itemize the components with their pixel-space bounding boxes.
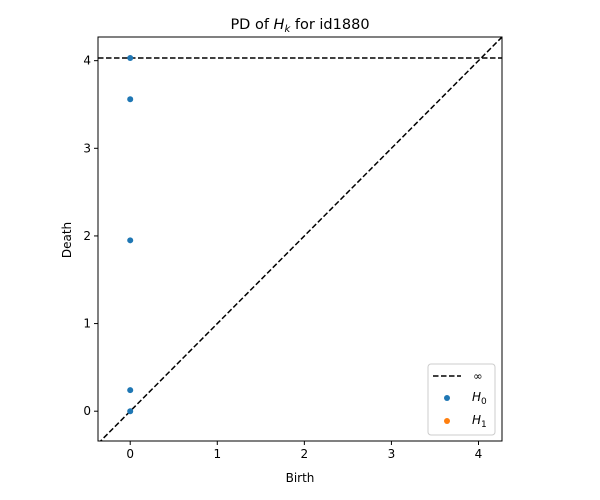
plot-marks [98,37,502,441]
legend-h1-marker [444,418,450,424]
y-axis-ticks: 0 1 2 3 4 [83,54,98,418]
title-suffix: for id1880 [290,17,369,33]
point-h0-3 [127,96,134,103]
y-tick-label: 4 [83,54,91,68]
x-tick-label: 1 [213,447,221,461]
point-h0-4 [127,55,134,62]
legend: ∞ H0 H1 [427,363,496,436]
legend-h0-var: H [472,390,481,404]
y-tick-label: 0 [83,404,91,418]
chart-title: PD of Hk for id1880 [230,17,369,35]
legend-h1-label: H1 [472,413,487,430]
x-tick-label: 3 [388,447,396,461]
title-prefix: PD of [230,17,273,33]
axes-frame [97,36,503,442]
legend-h1-sub: 1 [481,420,487,430]
x-tick-label: 2 [301,447,309,461]
x-tick-label: 0 [126,447,134,461]
legend-frame [427,363,496,436]
title-var: H [274,17,285,33]
x-tick-label: 4 [475,447,483,461]
legend-h0-marker [444,395,450,401]
x-axis-ticks: 0 1 2 3 4 [126,441,482,461]
y-tick-label: 2 [83,229,91,243]
legend-h0-sub: 0 [481,397,487,407]
plot-area [97,36,503,442]
y-tick-label: 3 [83,141,91,155]
legend-h1-var: H [472,413,481,427]
legend-h0-label: H0 [472,390,487,407]
title-sub: k [284,24,291,35]
point-h0-0 [127,408,134,415]
x-axis-label: Birth [286,471,315,485]
y-tick-label: 1 [83,317,91,331]
y-axis-label: Death [60,222,74,258]
legend-infinity-label: ∞ [473,369,483,383]
point-h0-1 [127,387,134,394]
point-h0-2 [127,237,134,244]
